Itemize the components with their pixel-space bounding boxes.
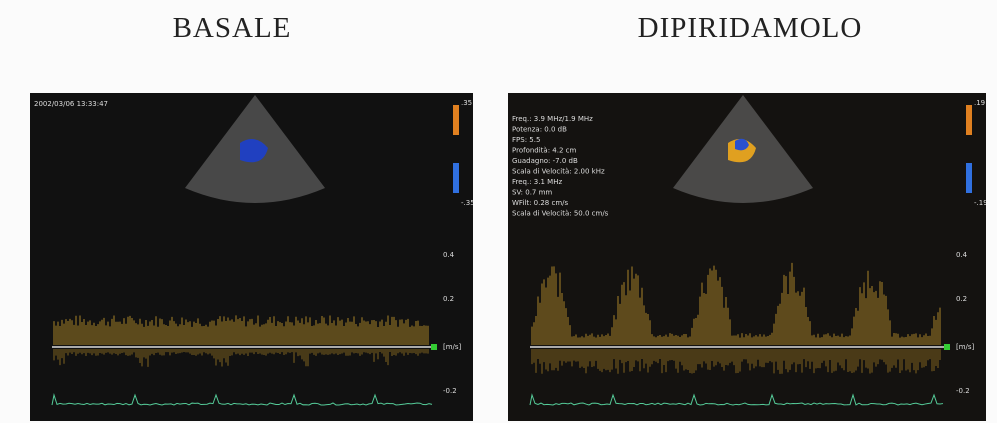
baseline-marker <box>431 344 437 350</box>
velocity-label: [m/s] <box>956 343 975 351</box>
scale-label: .35 <box>461 99 472 107</box>
color-bar <box>453 163 459 193</box>
timestamp: 2002/03/06 13:33:47 <box>34 100 108 108</box>
panel-title: DIPIRIDAMOLO <box>530 12 970 45</box>
color-bar <box>453 105 459 135</box>
velocity-label: 0.2 <box>956 295 967 303</box>
setting-line: Guadagno: -7.0 dB <box>512 157 578 165</box>
setting-line: Freq.: 3.9 MHz/1.9 MHz <box>512 115 593 123</box>
color-bar <box>966 105 972 135</box>
setting-line: SV: 0.7 mm <box>512 189 552 197</box>
scale-label: .19 <box>974 99 985 107</box>
figure: BASALE DIPIRIDAMOLO .35 -.35 0.4 0.2 [m/s] -0… <box>0 0 997 423</box>
panel-title: BASALE <box>12 12 452 45</box>
velocity-label: 0.2 <box>443 295 454 303</box>
setting-line: Scala di Velocità: 2.00 kHz <box>512 168 605 176</box>
baseline-marker <box>944 344 950 350</box>
setting-line: FPS: 5.5 <box>512 136 540 144</box>
scale-label: -.19 <box>974 199 986 207</box>
setting-line: WFilt: 0.28 cm/s <box>512 199 568 207</box>
velocity-label: -0.2 <box>956 387 970 395</box>
doppler-panel: .19 -.19 0.4 0.2 [m/s] -0.2 Freq.: 3.9 MHz/1.9… <box>508 93 986 421</box>
setting-line: Profondità: 4.2 cm <box>512 147 577 155</box>
setting-line: Scala di Velocità: 50.0 cm/s <box>512 210 609 218</box>
scale-label: -.35 <box>461 199 473 207</box>
setting-line: Freq.: 3.1 MHz <box>512 178 562 186</box>
velocity-label: -0.2 <box>443 387 457 395</box>
doppler-panel: .35 -.35 0.4 0.2 [m/s] -0.2 2002/03/06 13:33:4… <box>30 93 473 421</box>
velocity-label: 0.4 <box>443 251 455 259</box>
velocity-label: 0.4 <box>956 251 968 259</box>
setting-line: Potenza: 0.0 dB <box>512 126 567 134</box>
velocity-label: [m/s] <box>443 343 462 351</box>
color-bar <box>966 163 972 193</box>
